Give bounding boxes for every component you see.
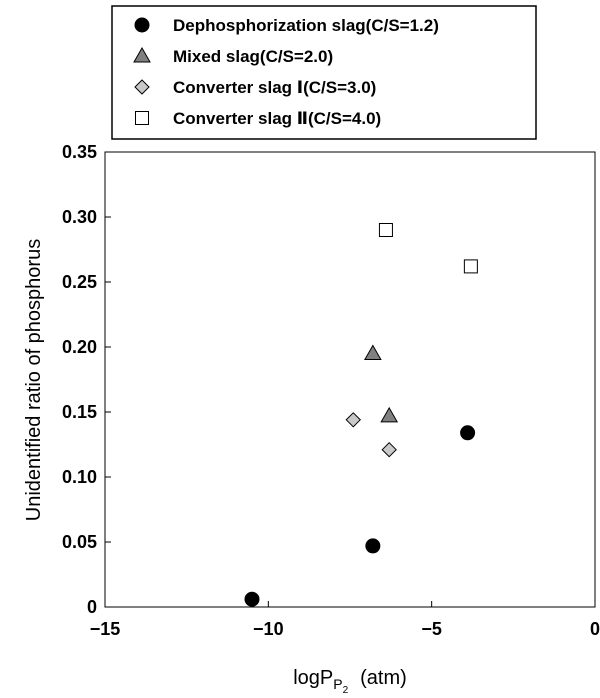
y-tick-label: 0.05 bbox=[62, 532, 97, 552]
x-axis-title-subscript-2: 2 bbox=[343, 685, 349, 696]
x-axis-title: logPP2 (atm) bbox=[293, 667, 407, 696]
x-tick-label: −15 bbox=[90, 619, 121, 639]
y-tick-label: 0.10 bbox=[62, 467, 97, 487]
data-point bbox=[345, 412, 361, 428]
data-point bbox=[463, 259, 478, 274]
data-point bbox=[364, 344, 382, 360]
data-point bbox=[381, 441, 397, 458]
legend-label: Dephosphorization slag(C/S=1.2) bbox=[173, 16, 439, 35]
plot-area bbox=[104, 151, 596, 608]
y-axis-title: Unidentified ratio of phosphorus bbox=[23, 239, 45, 521]
x-axis: −15 −10 −5 0 bbox=[90, 601, 600, 639]
y-tick-label: 0.25 bbox=[62, 272, 97, 292]
x-tick-label: −5 bbox=[421, 619, 442, 639]
data-point bbox=[378, 223, 393, 237]
legend-marker bbox=[134, 17, 150, 33]
x-axis-title-subscript: P bbox=[333, 676, 342, 692]
legend-label: Converter slag Ⅰ(C/S=3.0) bbox=[173, 78, 376, 97]
data-point bbox=[244, 591, 260, 607]
y-tick-label: 0.30 bbox=[62, 207, 97, 227]
legend-label: Converter slag Ⅱ(C/S=4.0) bbox=[173, 109, 381, 128]
y-tick-label: 0.20 bbox=[62, 337, 97, 357]
x-axis-title-main: logP bbox=[293, 667, 333, 689]
y-tick-label: 0.15 bbox=[62, 402, 97, 422]
legend-marker bbox=[133, 46, 151, 63]
legend-label: Mixed slag(C/S=2.0) bbox=[173, 47, 333, 66]
legend-marker bbox=[134, 79, 150, 95]
data-point bbox=[365, 538, 381, 554]
x-tick-label: −10 bbox=[253, 619, 284, 639]
y-tick-label: 0.35 bbox=[62, 142, 97, 162]
y-axis: 0 0.05 0.10 0.15 0.20 0.25 0.30 0.35 bbox=[62, 142, 111, 617]
legend-box bbox=[111, 5, 537, 140]
y-tick-label: 0 bbox=[87, 597, 97, 617]
data-points bbox=[244, 223, 478, 607]
data-point bbox=[460, 425, 476, 441]
x-axis-title-unit: (atm) bbox=[360, 667, 407, 689]
legend: Dephosphorization slag(C/S=1.2) Mixed sla… bbox=[133, 16, 439, 128]
x-tick-label: 0 bbox=[590, 619, 600, 639]
legend-marker bbox=[135, 111, 149, 125]
data-point bbox=[380, 406, 399, 423]
